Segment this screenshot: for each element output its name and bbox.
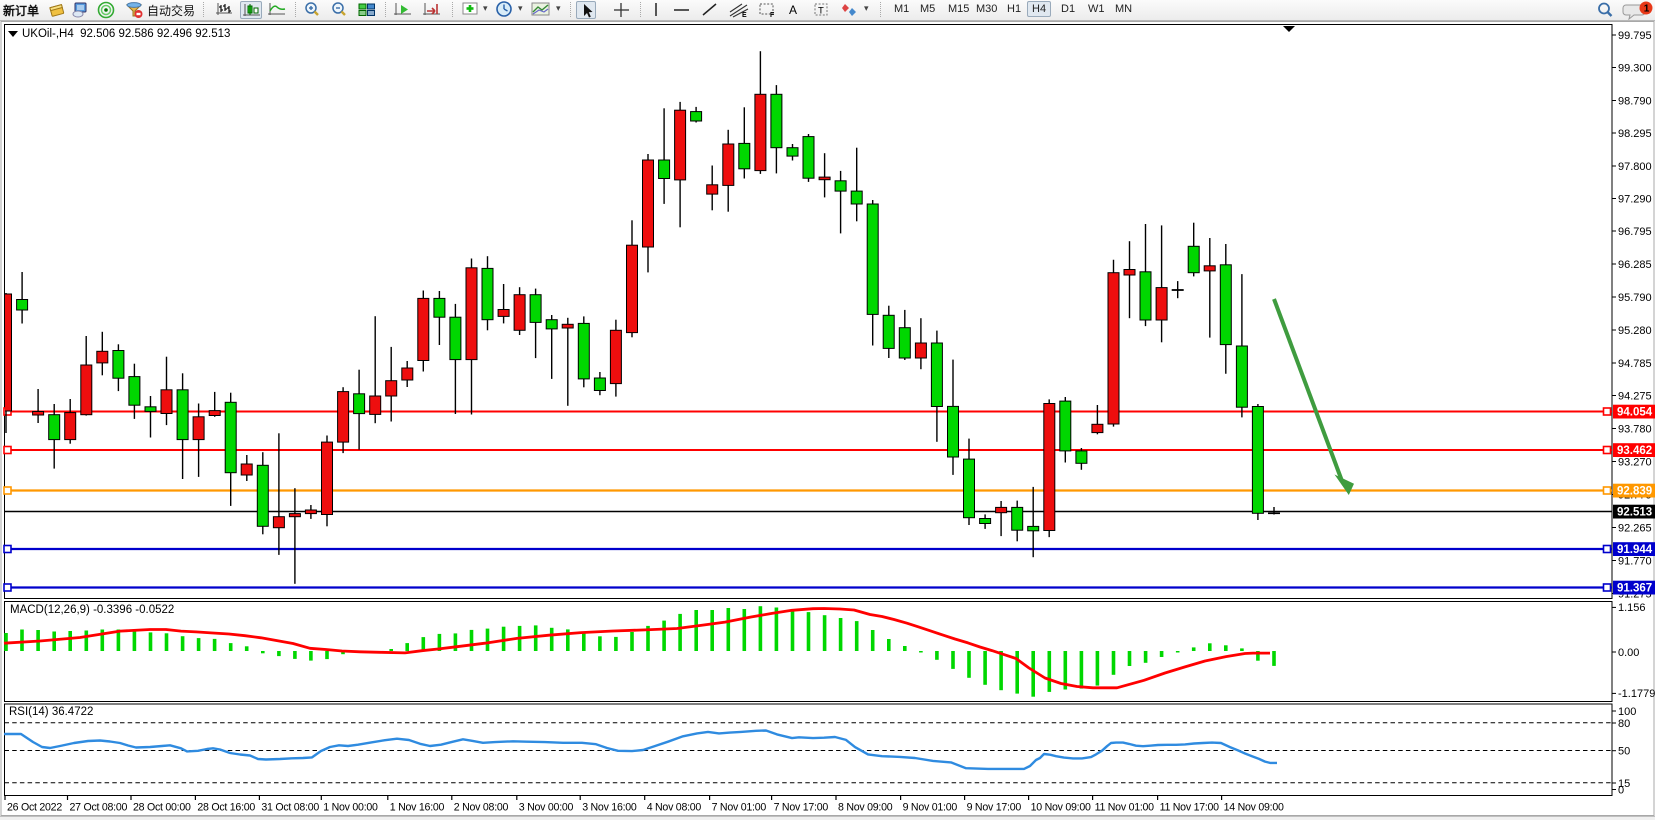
svg-text:100: 100 xyxy=(1618,706,1636,718)
svg-text:97.290: 97.290 xyxy=(1618,193,1652,205)
svg-text:MACD(12,26,9) -0.3396 -0.0522: MACD(12,26,9) -0.3396 -0.0522 xyxy=(10,604,174,616)
svg-text:80: 80 xyxy=(1618,718,1630,730)
svg-text:8 Nov 09:00: 8 Nov 09:00 xyxy=(838,802,893,814)
svg-text:2 Nov 08:00: 2 Nov 08:00 xyxy=(454,802,509,814)
svg-text:15: 15 xyxy=(1618,778,1630,790)
svg-text:-1.1779: -1.1779 xyxy=(1618,688,1655,700)
svg-text:91.944: 91.944 xyxy=(1617,544,1653,556)
svg-text:T: T xyxy=(818,6,824,17)
svg-text:14 Nov 09:00: 14 Nov 09:00 xyxy=(1224,802,1284,814)
svg-text:99.300: 99.300 xyxy=(1618,62,1652,74)
svg-text:10 Nov 09:00: 10 Nov 09:00 xyxy=(1031,802,1091,814)
svg-text:1: 1 xyxy=(1644,4,1650,15)
svg-text:94.054: 94.054 xyxy=(1617,407,1653,419)
svg-text:7 Nov 01:00: 7 Nov 01:00 xyxy=(712,802,767,814)
svg-text:3 Nov 16:00: 3 Nov 16:00 xyxy=(582,802,637,814)
svg-text:RSI(14) 36.4722: RSI(14) 36.4722 xyxy=(9,706,93,718)
svg-text:91.770: 91.770 xyxy=(1618,555,1652,567)
svg-text:96.795: 96.795 xyxy=(1618,226,1652,238)
svg-text:28 Oct 00:00: 28 Oct 00:00 xyxy=(133,802,191,814)
svg-text:UKOil-,H4 92.506 92.586 92.49: UKOil-,H4 92.506 92.586 92.496 92.513 xyxy=(22,28,230,40)
svg-text:7 Nov 17:00: 7 Nov 17:00 xyxy=(774,802,829,814)
svg-text:31 Oct 08:00: 31 Oct 08:00 xyxy=(261,802,319,814)
svg-text:92.513: 92.513 xyxy=(1617,507,1652,519)
svg-text:A: A xyxy=(789,3,797,17)
svg-text:94.785: 94.785 xyxy=(1618,358,1652,370)
svg-text:97.800: 97.800 xyxy=(1618,161,1652,173)
svg-text:99.795: 99.795 xyxy=(1618,30,1652,42)
svg-text:93.270: 93.270 xyxy=(1618,456,1652,468)
svg-text:9 Nov 01:00: 9 Nov 01:00 xyxy=(903,802,958,814)
svg-text:3 Nov 00:00: 3 Nov 00:00 xyxy=(519,802,574,814)
svg-text:1 Nov 16:00: 1 Nov 16:00 xyxy=(390,802,445,814)
svg-text:93.462: 93.462 xyxy=(1617,445,1652,457)
svg-text:1.156: 1.156 xyxy=(1618,602,1646,614)
svg-text:94.275: 94.275 xyxy=(1618,390,1652,402)
svg-text:91.367: 91.367 xyxy=(1617,583,1652,595)
svg-text:95.280: 95.280 xyxy=(1618,325,1652,337)
svg-text:27 Oct 08:00: 27 Oct 08:00 xyxy=(70,802,128,814)
svg-text:9 Nov 17:00: 9 Nov 17:00 xyxy=(967,802,1022,814)
svg-text:F: F xyxy=(770,12,775,19)
svg-text:1 Nov 00:00: 1 Nov 00:00 xyxy=(323,802,378,814)
svg-text:92.265: 92.265 xyxy=(1618,522,1652,534)
svg-text:93.780: 93.780 xyxy=(1618,423,1652,435)
svg-text:98.295: 98.295 xyxy=(1618,128,1652,140)
svg-text:96.285: 96.285 xyxy=(1618,259,1652,271)
svg-text:28 Oct 16:00: 28 Oct 16:00 xyxy=(197,802,255,814)
svg-text:4 Nov 08:00: 4 Nov 08:00 xyxy=(647,802,702,814)
svg-text:50: 50 xyxy=(1618,746,1630,758)
svg-text:11 Nov 17:00: 11 Nov 17:00 xyxy=(1160,802,1220,814)
svg-text:95.790: 95.790 xyxy=(1618,292,1652,304)
svg-text:98.790: 98.790 xyxy=(1618,95,1652,107)
svg-text:0.00: 0.00 xyxy=(1618,647,1639,659)
svg-text:E: E xyxy=(742,12,747,19)
svg-text:11 Nov 01:00: 11 Nov 01:00 xyxy=(1095,802,1155,814)
svg-text:92.839: 92.839 xyxy=(1617,486,1652,498)
svg-text:0: 0 xyxy=(1618,784,1624,796)
svg-text:26 Oct 2022: 26 Oct 2022 xyxy=(7,802,62,814)
